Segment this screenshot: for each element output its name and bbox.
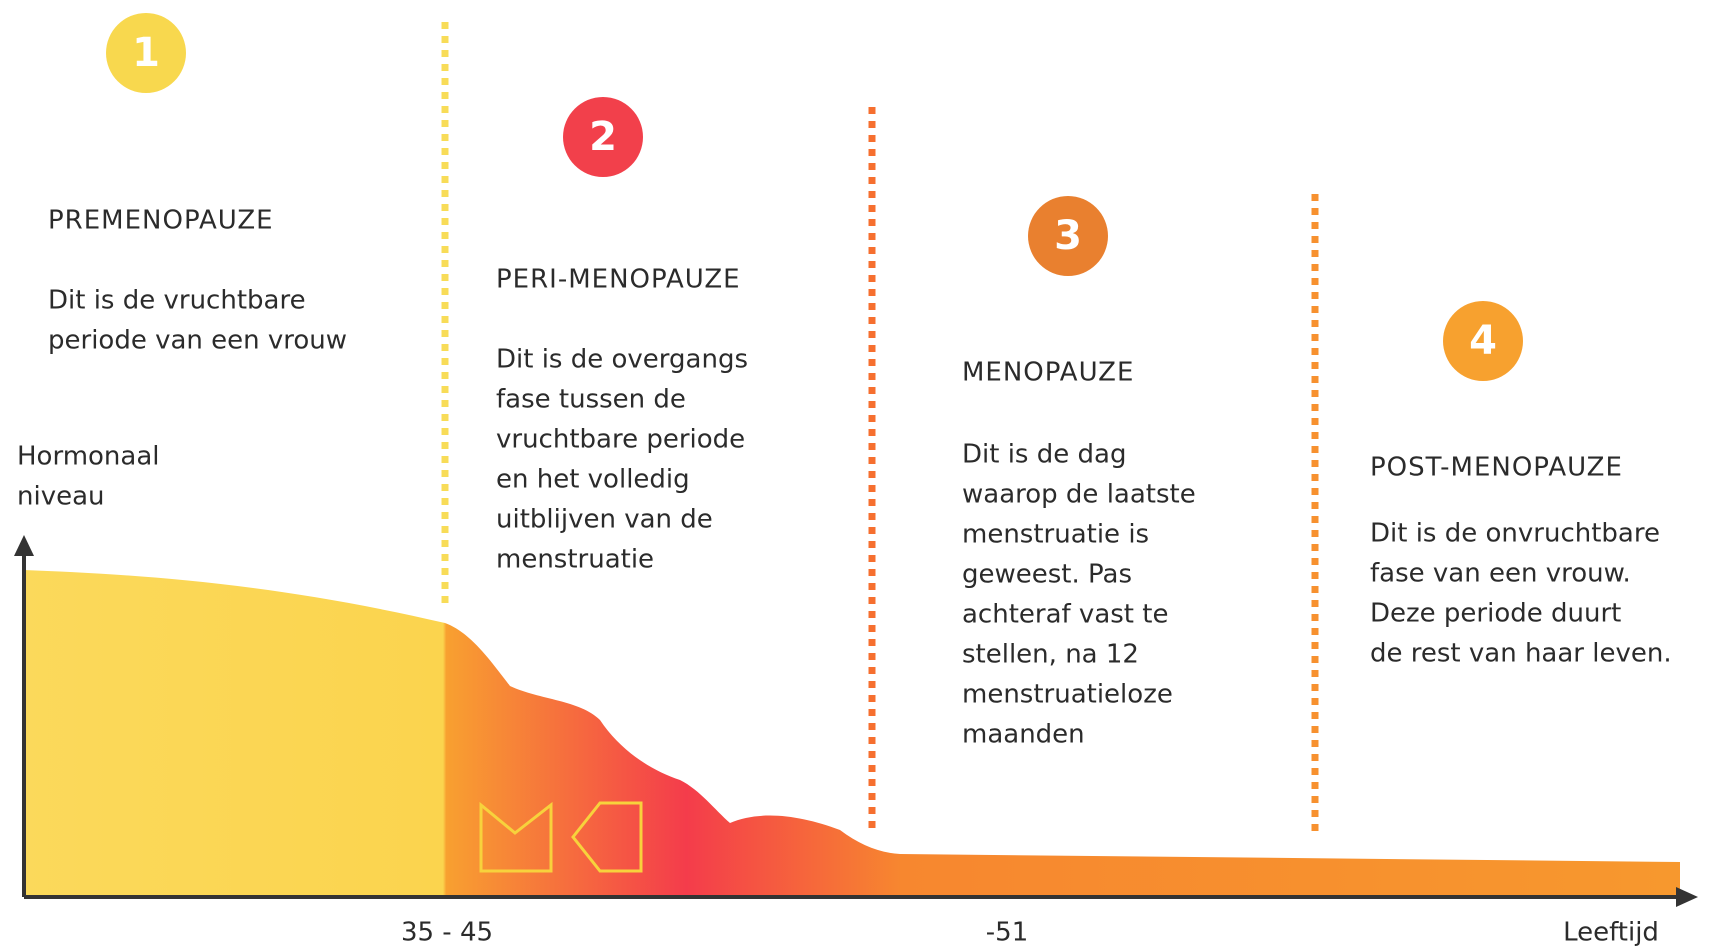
x-tick-label: -51 bbox=[986, 918, 1028, 948]
dividers bbox=[441, 22, 1319, 836]
phase-description: menstruatie is bbox=[962, 520, 1149, 550]
axes bbox=[14, 535, 1698, 907]
y-axis-label: Hormonaal bbox=[17, 442, 160, 472]
phase-description: stellen, na 12 bbox=[962, 640, 1139, 670]
phase-description: fase tussen de bbox=[496, 385, 686, 415]
phase-number: 1 bbox=[132, 30, 160, 76]
x-tick-label: 35 - 45 bbox=[401, 918, 493, 948]
phase-description: vruchtbare periode bbox=[496, 425, 745, 455]
phase-description: Dit is de dag bbox=[962, 440, 1126, 470]
hormone-area bbox=[24, 570, 1680, 897]
y-arrow bbox=[14, 535, 34, 556]
phase-description: fase van een vrouw. bbox=[1370, 559, 1631, 589]
phase-description: maanden bbox=[962, 720, 1085, 750]
phase-description: menstruatieloze bbox=[962, 680, 1173, 710]
phase-title: MENOPAUZE bbox=[962, 358, 1134, 388]
logo bbox=[479, 801, 643, 873]
phase-title: PERI-MENOPAUZE bbox=[496, 265, 741, 295]
phase-description: waarop de laatste bbox=[962, 480, 1196, 510]
y-axis-label: niveau bbox=[17, 482, 105, 512]
phase-description: Dit is de vruchtbare bbox=[48, 286, 306, 316]
x-axis-label: Leeftijd bbox=[1563, 918, 1659, 948]
phase-badge bbox=[1443, 301, 1523, 381]
phase-badge bbox=[563, 97, 643, 177]
phase-description: uitblijven van de bbox=[496, 505, 713, 535]
phase-badge bbox=[1028, 196, 1108, 276]
phase-description: menstruatie bbox=[496, 545, 654, 575]
phase-description: en het volledig bbox=[496, 465, 690, 495]
phase-description: de rest van haar leven. bbox=[1370, 639, 1672, 669]
x-arrow bbox=[1676, 887, 1698, 907]
phase-description: geweest. Pas bbox=[962, 560, 1132, 590]
phase-number: 3 bbox=[1054, 213, 1082, 259]
phase-number: 4 bbox=[1469, 318, 1497, 364]
content: 1 PREMENOPAUZE Dit is de vruchtbare periode… bbox=[17, 13, 1672, 948]
phase-description: periode van een vrouw bbox=[48, 326, 347, 356]
phase-title: POST-MENOPAUZE bbox=[1370, 453, 1623, 483]
phase-number: 2 bbox=[589, 114, 617, 160]
phase-title: PREMENOPAUZE bbox=[48, 206, 274, 236]
phase-description: Dit is de onvruchtbare bbox=[1370, 519, 1660, 549]
phase-badge bbox=[106, 13, 186, 93]
phase-description: Dit is de overgangs bbox=[496, 345, 748, 375]
phase-description: achteraf vast te bbox=[962, 600, 1168, 630]
phase-description: Deze periode duurt bbox=[1370, 599, 1621, 629]
